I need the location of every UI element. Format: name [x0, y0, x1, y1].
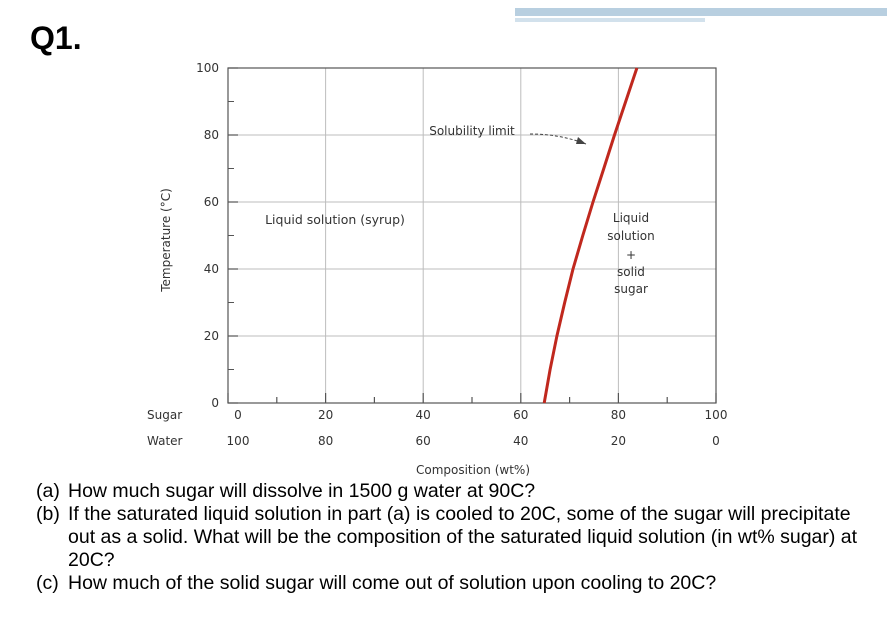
x-row-label-water: Water — [147, 434, 183, 448]
y-ticks: 0 20 40 60 80 100 — [196, 61, 238, 410]
question-a: (a) How much sugar will dissolve in 1500… — [36, 480, 876, 503]
two-phase-line-5: sugar — [614, 282, 648, 296]
question-b-label: (b) — [36, 503, 60, 525]
two-phase-label: Liquid solution + solid sugar — [607, 211, 655, 296]
question-a-text: How much sugar will dissolve in 1500 g w… — [68, 480, 536, 502]
solubility-chart: 0 20 40 60 80 100 Sugar 0 20 40 60 80 100 Water 100 80… — [147, 61, 727, 477]
x-tick-label-sugar-60: 60 — [513, 408, 528, 422]
y-tick-label-40: 40 — [204, 262, 219, 276]
header-decoration-bar — [515, 8, 887, 16]
x-tick-label-water-20: 20 — [611, 434, 626, 448]
x-tick-label-water-60: 60 — [416, 434, 431, 448]
x-tick-label-water-80: 80 — [318, 434, 333, 448]
solubility-limit-arrowhead — [576, 137, 586, 144]
question-c-text: How much of the solid sugar will come ou… — [68, 572, 717, 594]
two-phase-line-2: solution — [607, 229, 655, 243]
two-phase-line-3: + — [626, 248, 636, 262]
two-phase-line-1: Liquid — [613, 211, 649, 225]
y-tick-label-60: 60 — [204, 195, 219, 209]
question-b-text: If the saturated liquid solution in part… — [68, 503, 858, 571]
liquid-solution-label: Liquid solution (syrup) — [265, 212, 405, 227]
solubility-curve-0 — [542, 67, 639, 404]
curve-layer — [542, 67, 639, 404]
question-list: (a) How much sugar will dissolve in 1500… — [36, 480, 876, 595]
x-tick-label-sugar-40: 40 — [416, 408, 431, 422]
x-tick-label-sugar-100: 100 — [705, 408, 728, 422]
y-tick-label-100: 100 — [196, 61, 219, 75]
question-title: Q1. — [30, 20, 82, 56]
y-tick-label-20: 20 — [204, 329, 219, 343]
question-c: (c) How much of the solid sugar will com… — [36, 572, 876, 595]
two-phase-line-4: solid — [617, 265, 645, 279]
grid — [228, 68, 716, 403]
question-c-label: (c) — [36, 572, 59, 594]
x-row-label-sugar: Sugar — [147, 408, 182, 422]
x-tick-label-sugar-0: 0 — [234, 408, 242, 422]
solubility-limit-label: Solubility limit — [429, 124, 515, 138]
x-axis-label: Composition (wt%) — [416, 463, 530, 477]
x-tick-label-water-40: 40 — [513, 434, 528, 448]
y-axis-label: Temperature (°C) — [159, 188, 173, 293]
question-a-label: (a) — [36, 480, 60, 502]
x-ticks — [227, 393, 717, 403]
question-b: (b) If the saturated liquid solution in … — [36, 503, 876, 572]
header-decoration-bar-thin — [515, 18, 705, 22]
x-tick-label-sugar-80: 80 — [611, 408, 626, 422]
x-axis-rows: Sugar 0 20 40 60 80 100 Water 100 80 60 40 20 0 — [147, 408, 727, 448]
y-tick-label-80: 80 — [204, 128, 219, 142]
x-tick-label-water-0: 0 — [712, 434, 720, 448]
x-tick-label-water-100: 100 — [227, 434, 250, 448]
x-tick-label-sugar-20: 20 — [318, 408, 333, 422]
y-tick-label-0: 0 — [211, 396, 219, 410]
